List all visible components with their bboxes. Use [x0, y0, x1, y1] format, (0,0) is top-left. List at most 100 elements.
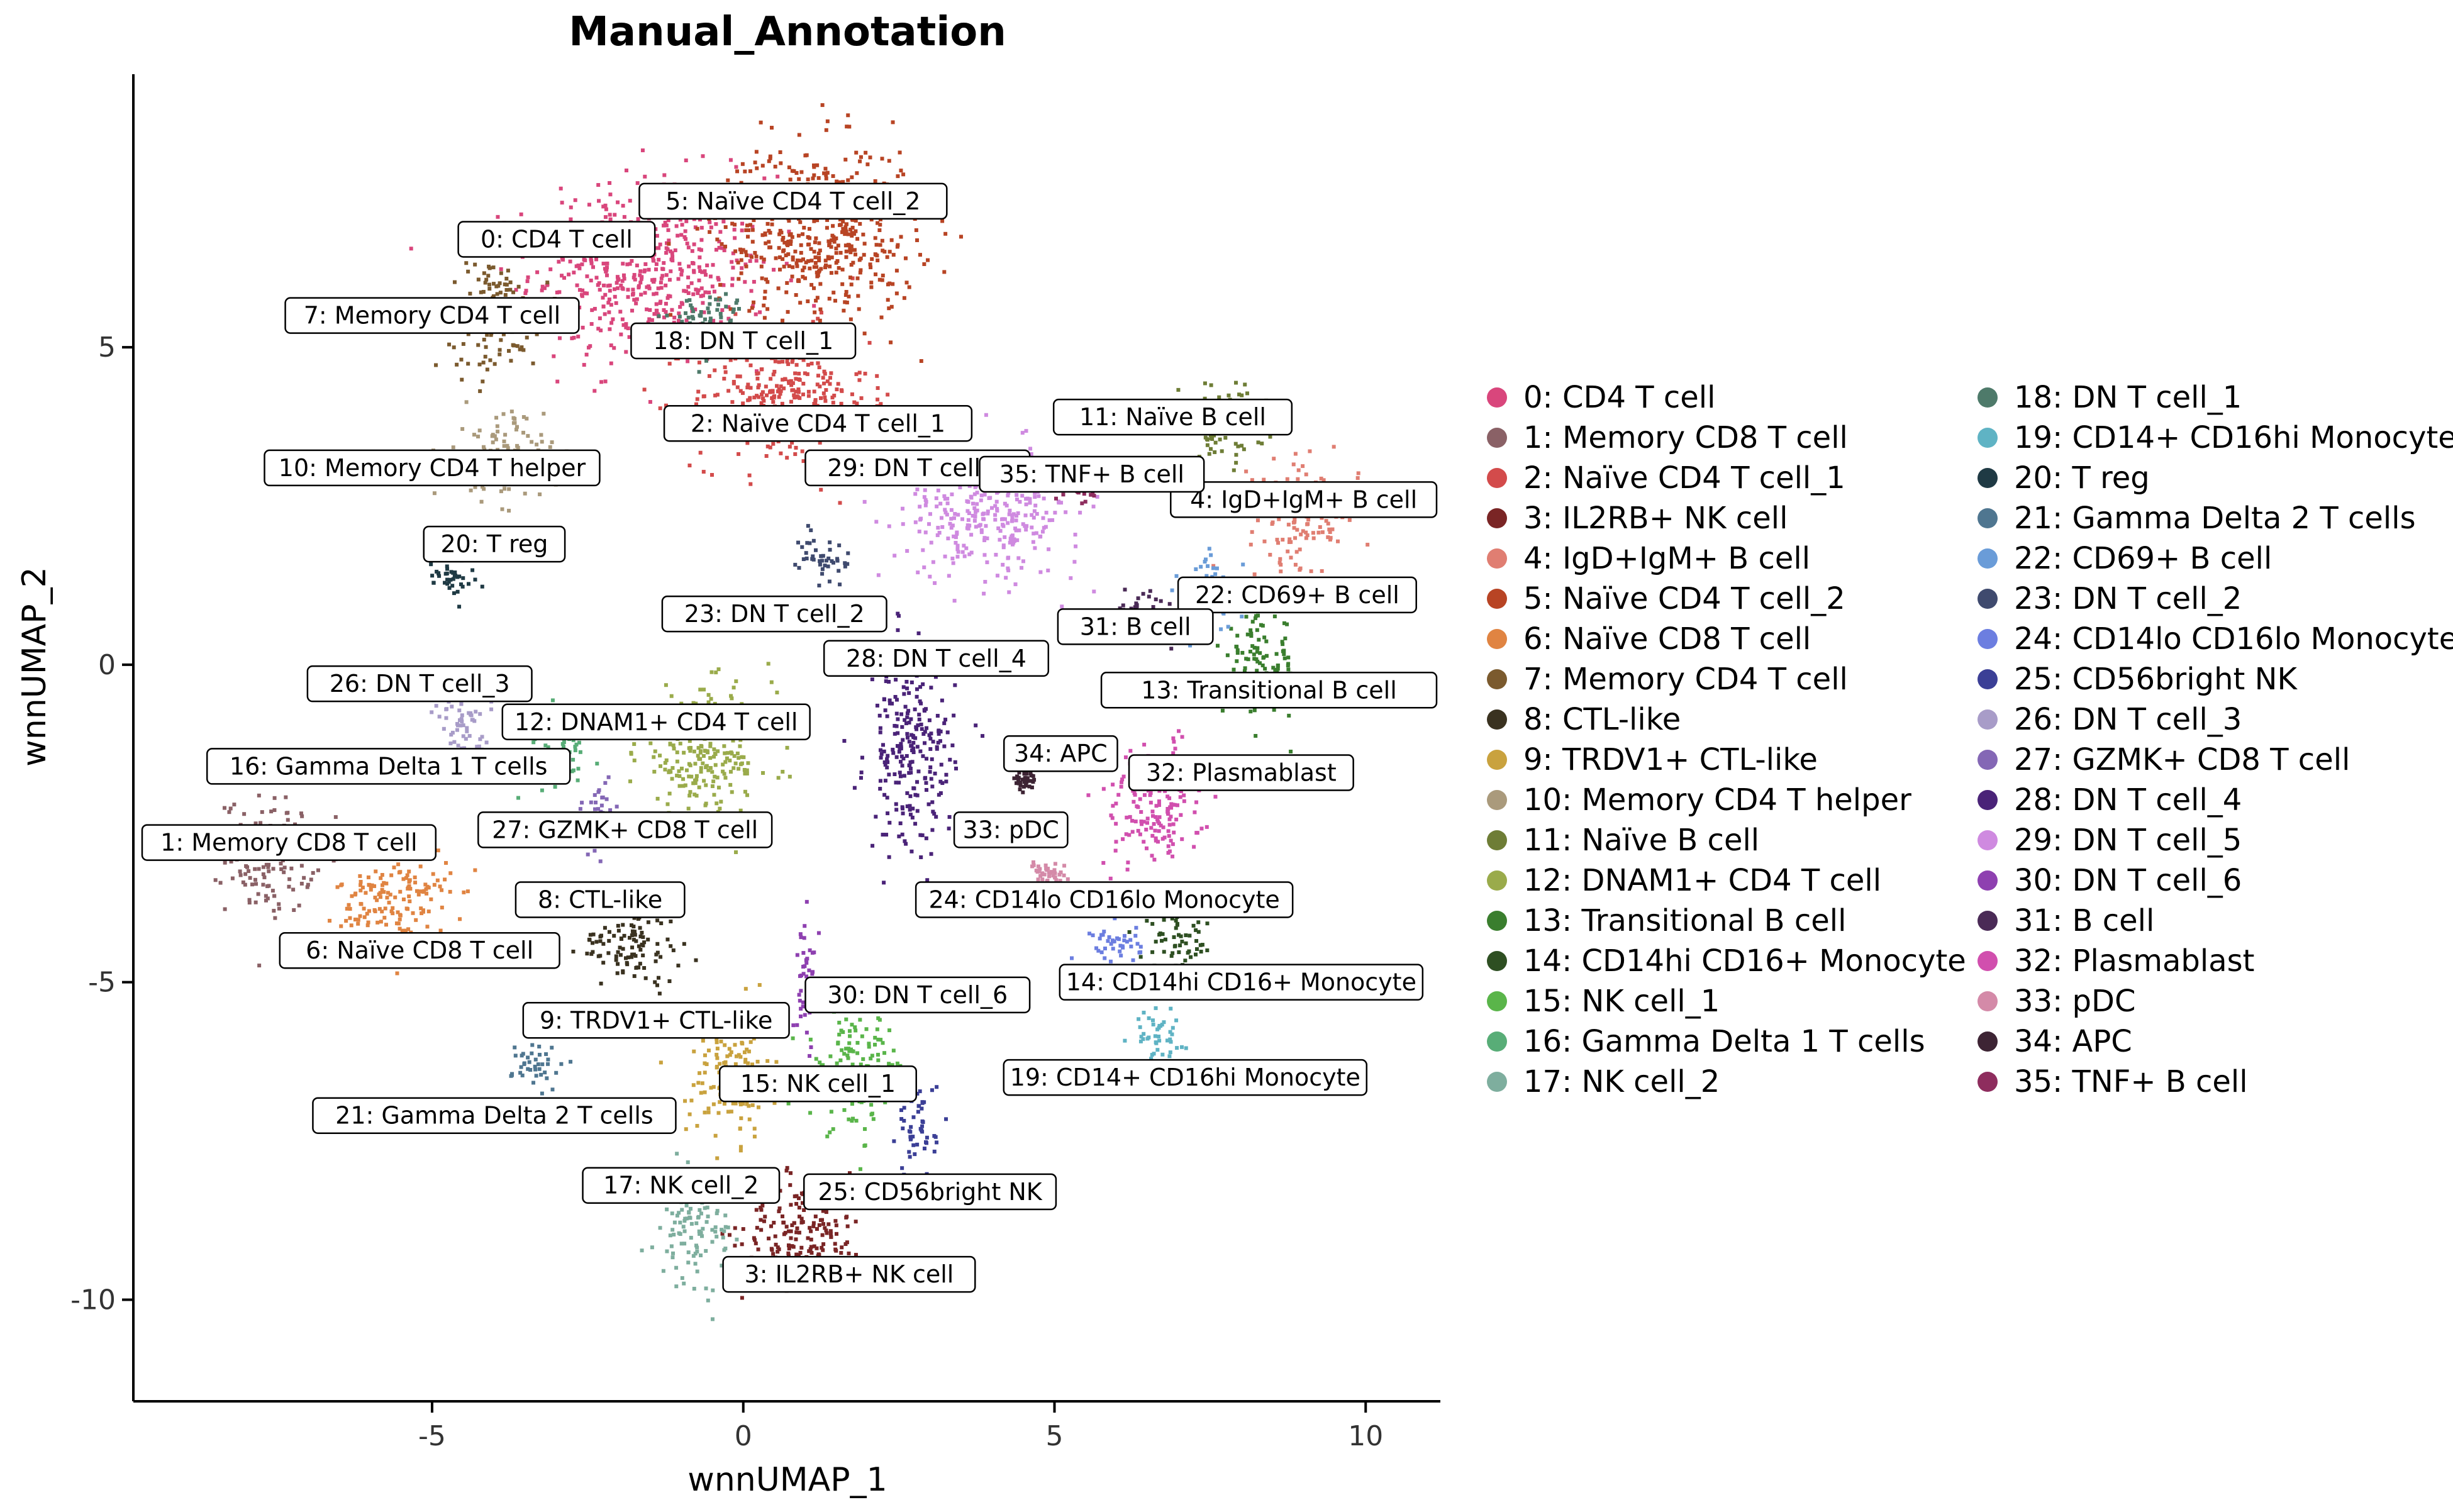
data-point [890, 238, 894, 242]
data-point [925, 757, 928, 760]
data-point [1011, 541, 1015, 545]
data-point [797, 372, 801, 375]
data-point [609, 218, 613, 221]
data-point [641, 953, 645, 957]
cluster-label-text: 23: DN T cell_2 [684, 600, 865, 628]
data-point [915, 780, 919, 784]
data-point [482, 445, 486, 449]
legend-label: 19: CD14+ CD16hi Monocyte [2014, 420, 2453, 455]
data-point [452, 445, 455, 449]
data-point [1047, 547, 1050, 551]
data-point [916, 745, 920, 748]
data-point [647, 268, 651, 272]
data-point [979, 498, 983, 502]
data-point [544, 1052, 548, 1056]
data-point [625, 262, 629, 266]
data-point [791, 275, 794, 279]
cluster-label-15: 15: NK cell_1 [720, 1066, 916, 1101]
data-point [1301, 464, 1304, 468]
data-point [756, 1060, 760, 1064]
data-point [1244, 657, 1248, 660]
data-point [915, 695, 919, 699]
data-point [761, 771, 765, 775]
data-point [789, 1237, 793, 1240]
cluster-label-text: 18: DN T cell_1 [653, 327, 833, 355]
data-point [631, 930, 635, 933]
data-point [791, 1037, 795, 1040]
data-point [1015, 774, 1019, 778]
data-point [670, 258, 674, 262]
data-point [636, 181, 640, 185]
data-point [946, 501, 950, 505]
data-point [847, 1047, 850, 1050]
data-point [1194, 801, 1198, 804]
data-point [934, 815, 938, 819]
data-point [626, 295, 630, 299]
data-point [698, 687, 702, 691]
data-point [503, 440, 506, 443]
data-point [879, 748, 882, 752]
data-point [874, 520, 878, 524]
data-point [509, 359, 513, 363]
data-point [963, 554, 967, 558]
data-point [817, 584, 821, 587]
data-point [1348, 518, 1352, 522]
data-point [585, 353, 589, 357]
legend-label: 6: Naïve CD8 T cell [1523, 621, 1811, 657]
data-point [801, 1004, 805, 1008]
data-point [623, 934, 626, 938]
data-point [526, 275, 530, 279]
data-point [670, 766, 674, 770]
data-point [605, 798, 609, 801]
data-point [823, 265, 827, 269]
data-point [1134, 601, 1138, 605]
cluster-label-8: 8: CTL-like [516, 882, 684, 917]
data-point [567, 272, 570, 276]
data-point [817, 176, 821, 180]
data-point [667, 294, 670, 298]
data-point [708, 742, 712, 745]
data-point [770, 223, 774, 226]
data-point [601, 942, 605, 946]
data-point [272, 894, 276, 898]
cluster-label-text: 31: B cell [1080, 613, 1191, 640]
data-point [1024, 429, 1028, 433]
data-point [672, 316, 676, 320]
data-point [469, 489, 473, 492]
data-point [967, 518, 971, 522]
data-point [896, 1062, 899, 1065]
data-point [682, 1219, 686, 1223]
data-point [1165, 1038, 1169, 1042]
data-point [462, 342, 465, 346]
data-point [1203, 381, 1207, 385]
data-point [1099, 933, 1103, 937]
data-point [815, 1247, 819, 1250]
data-point [609, 303, 613, 307]
data-point [887, 1028, 891, 1032]
data-point [229, 806, 233, 810]
data-point [705, 1062, 709, 1066]
data-point [571, 950, 575, 953]
data-point [669, 313, 672, 317]
data-point [1292, 462, 1296, 466]
data-point [808, 1226, 811, 1230]
data-point [702, 754, 706, 758]
data-point [818, 308, 822, 311]
data-point [1026, 497, 1030, 501]
data-point [715, 1211, 719, 1215]
data-point [1133, 934, 1137, 938]
data-point [828, 297, 832, 301]
data-point [839, 251, 843, 255]
data-point [830, 1110, 833, 1114]
data-point [362, 907, 366, 911]
data-point [845, 562, 849, 566]
cluster-label-text: 26: DN T cell_3 [330, 670, 510, 698]
data-point [737, 277, 740, 281]
data-point [485, 740, 489, 744]
data-point [901, 764, 904, 767]
data-point [374, 870, 377, 874]
data-point [1025, 503, 1028, 506]
data-point [844, 243, 848, 247]
data-point [840, 389, 843, 393]
data-point [526, 279, 530, 283]
